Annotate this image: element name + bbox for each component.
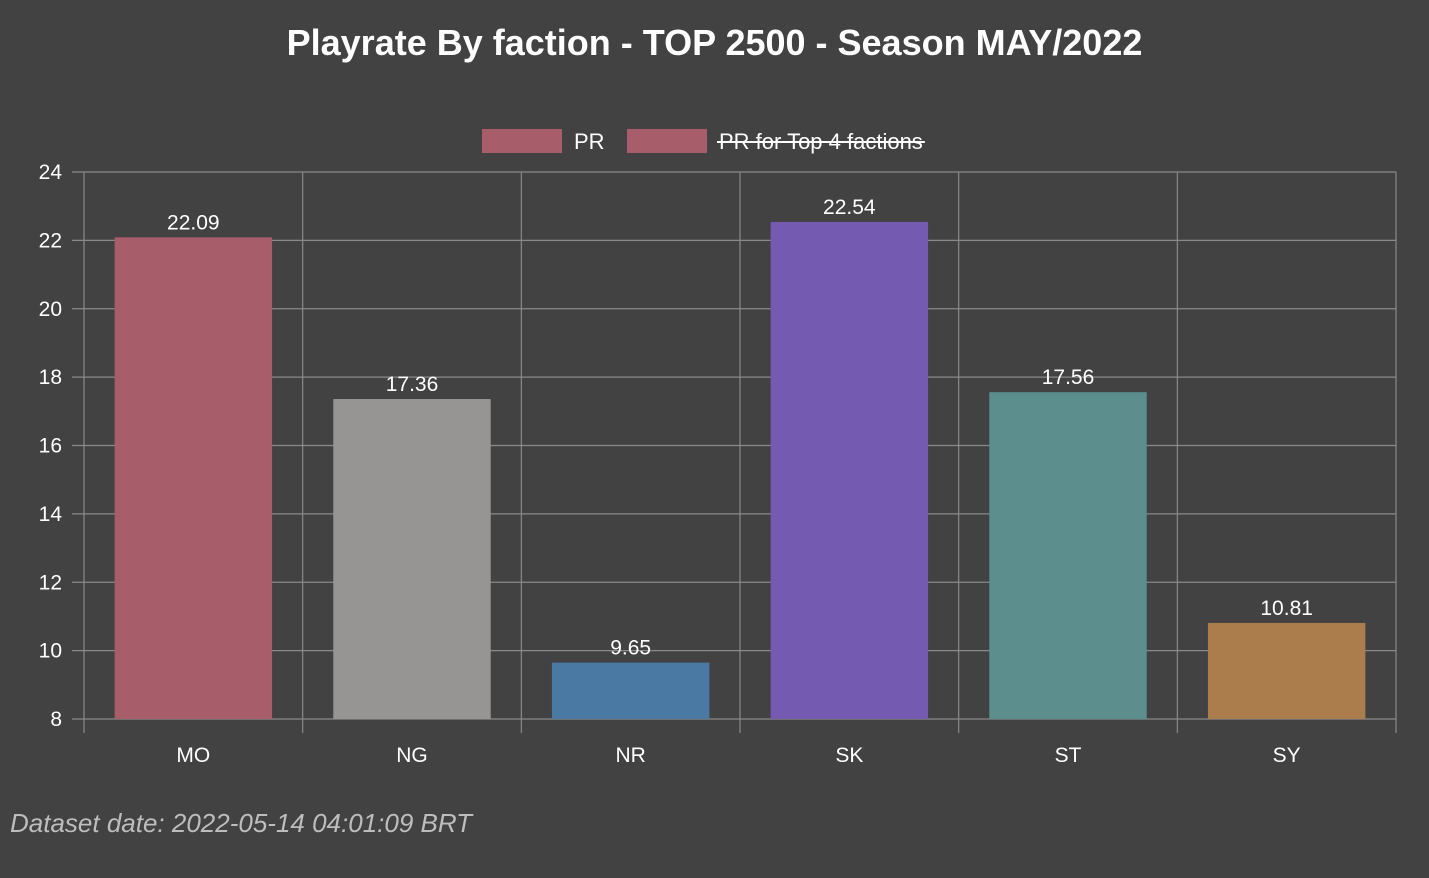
data-label-ng: 17.36 [386, 373, 439, 396]
data-labels: 22.09 17.36 9.65 22.54 17.56 10.81 [167, 196, 1313, 660]
y-tick-label: 20 [39, 298, 62, 321]
dataset-date: Dataset date: 2022-05-14 04:01:09 BRT [10, 808, 473, 838]
x-tick-label-ng: NG [396, 744, 428, 767]
axes: 8 10 12 14 16 18 20 22 24 MO NG NR SK ST SY [39, 161, 1301, 767]
x-tick-label-sk: SK [835, 744, 863, 767]
bar-st[interactable] [989, 392, 1147, 719]
grid [72, 171, 1397, 733]
data-label-sk: 22.54 [823, 196, 876, 219]
x-tick-label-mo: MO [176, 744, 210, 767]
y-tick-label: 24 [39, 161, 63, 184]
legend-label-pr[interactable]: PR [574, 129, 605, 154]
bar-sk[interactable] [770, 221, 929, 719]
x-tick-label-nr: NR [615, 744, 645, 767]
x-tick-label-st: ST [1055, 744, 1082, 767]
bars [114, 221, 1366, 719]
data-label-mo: 22.09 [167, 211, 220, 234]
bar-sy[interactable] [1207, 622, 1366, 719]
legend[interactable]: PR PR for Top 4 factions [482, 129, 925, 154]
y-tick-label: 8 [50, 708, 62, 731]
bar-ng[interactable] [333, 399, 491, 719]
data-label-st: 17.56 [1042, 366, 1095, 389]
bar-mo[interactable] [114, 237, 273, 719]
y-tick-label: 22 [39, 229, 62, 252]
x-tick-label-sy: SY [1273, 744, 1301, 767]
y-tick-label: 12 [39, 571, 62, 594]
y-tick-label: 10 [39, 640, 62, 663]
legend-swatch-pr[interactable] [482, 129, 562, 153]
bar-nr[interactable] [551, 662, 710, 719]
y-tick-label: 14 [39, 503, 63, 526]
legend-swatch-top4[interactable] [627, 129, 707, 153]
y-tick-label: 18 [39, 366, 62, 389]
chart-title: Playrate By faction - TOP 2500 - Season … [286, 22, 1143, 63]
data-label-sy: 10.81 [1260, 597, 1313, 620]
data-label-nr: 9.65 [610, 637, 651, 660]
y-tick-label: 16 [39, 435, 62, 458]
